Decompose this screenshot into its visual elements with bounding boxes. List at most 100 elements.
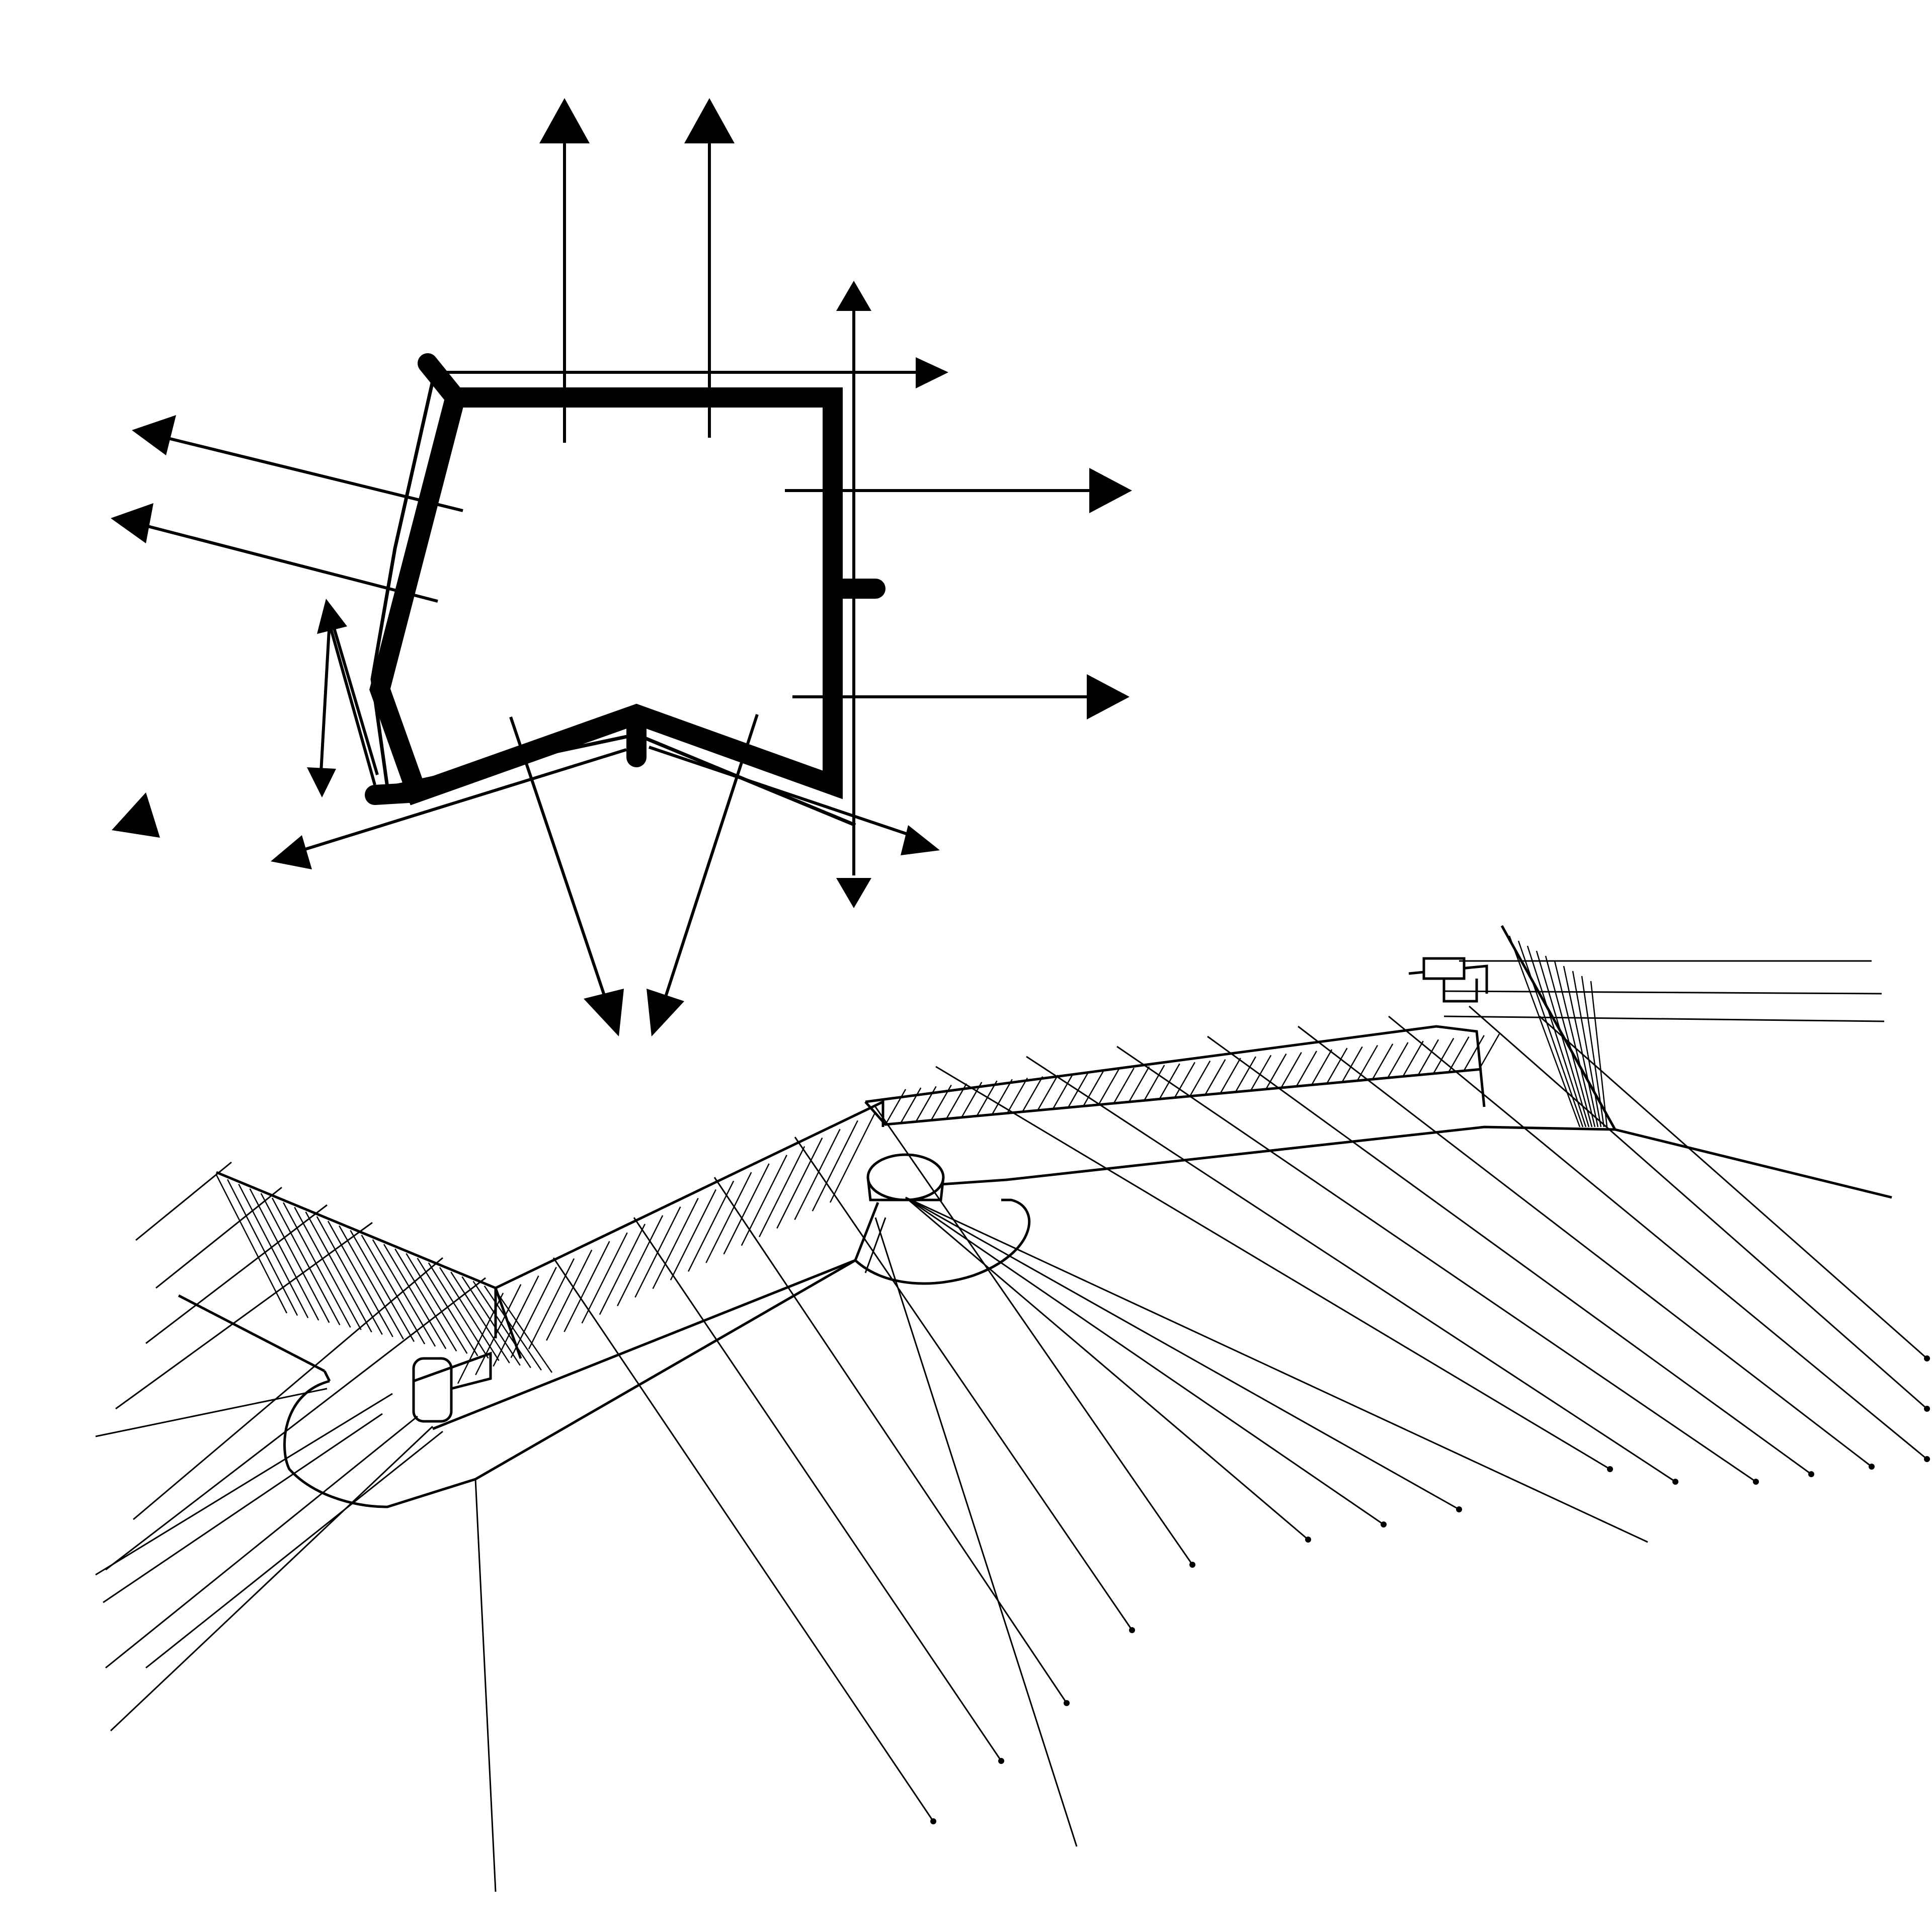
right-wall-base <box>933 1125 1616 1186</box>
firing-ray <box>1116 1045 1756 1483</box>
firing-ray <box>1298 1025 1872 1468</box>
hatch-middle <box>758 1146 806 1238</box>
hatch-right <box>1372 1043 1394 1080</box>
hatch-middle <box>705 1172 752 1263</box>
hatch-middle <box>723 1163 770 1255</box>
ray-end-dot <box>1753 1479 1759 1485</box>
hatch-right <box>1144 1065 1165 1101</box>
ray-end-dot <box>998 1758 1004 1764</box>
hatch-right <box>1326 1048 1348 1084</box>
hatch-left <box>461 1276 521 1366</box>
middle-wall-lower <box>432 1202 879 1430</box>
hatch-left <box>227 1179 298 1316</box>
ground-line-mid <box>474 1259 856 1481</box>
hatch-right <box>1387 1042 1409 1078</box>
plan-view-diagram <box>111 98 1132 1036</box>
left-ground-line <box>178 1294 326 1373</box>
wall-ridge-left <box>494 1287 522 1359</box>
hatch-right <box>1463 1035 1485 1071</box>
arrow-southeast <box>649 746 911 837</box>
arrow-north-1-head <box>539 98 590 143</box>
hatch-middle <box>493 1275 539 1367</box>
middle-tower <box>866 1153 945 1201</box>
hatch-right <box>1280 1052 1302 1088</box>
left-tower-top <box>413 1351 492 1390</box>
hatch-middle <box>776 1137 823 1229</box>
firing-ray <box>794 1137 1133 1631</box>
hatch-right <box>884 1089 907 1125</box>
hatch-left <box>271 1197 341 1326</box>
hatch-middle <box>652 1197 699 1289</box>
firing-ray <box>874 1217 1078 1847</box>
hatch-right <box>1448 1036 1470 1073</box>
ray-end-dot <box>1189 1562 1195 1568</box>
hatch-cliff <box>1554 960 1596 1128</box>
firing-ray <box>935 1066 1611 1470</box>
wall-hatching <box>215 935 1608 1384</box>
hatch-left <box>327 1221 393 1337</box>
firing-rays <box>95 960 1930 1892</box>
isometric-wall-view <box>95 925 1930 1892</box>
firing-ray <box>1388 1015 1927 1460</box>
firing-ray <box>115 1222 373 1410</box>
arrow-west-2 <box>145 524 438 603</box>
hatch-left <box>249 1188 319 1321</box>
hatch-left <box>361 1234 426 1344</box>
hatch-right <box>1341 1046 1363 1083</box>
hatch-right <box>1220 1058 1241 1094</box>
hatch-middle <box>617 1215 664 1307</box>
wall-stub-top-left <box>418 353 465 408</box>
hatch-left <box>439 1267 500 1361</box>
hatch-cliff <box>1536 950 1590 1128</box>
hatch-left <box>372 1239 436 1347</box>
hatch-right <box>1417 1039 1439 1075</box>
firing-ray <box>905 1196 1384 1525</box>
left-tower <box>412 1357 453 1423</box>
hatch-right <box>1433 1037 1455 1074</box>
hatch-right <box>1174 1062 1195 1098</box>
hatch-left <box>394 1248 457 1352</box>
ray-end-dot <box>1381 1521 1387 1527</box>
ray-end-dot <box>1869 1464 1875 1470</box>
outer-wall-line <box>370 369 856 827</box>
orientation-triangle <box>112 792 160 838</box>
hatch-right <box>1189 1060 1211 1097</box>
ray-end-dot <box>1129 1627 1135 1633</box>
hatch-right <box>1113 1068 1135 1104</box>
firing-ray <box>905 1196 1460 1510</box>
hatch-right <box>1402 1040 1424 1077</box>
middle-tower-base <box>866 1177 945 1201</box>
hatch-middle <box>670 1189 716 1280</box>
right-wall-ridge <box>864 1068 1482 1126</box>
firing-ray <box>105 1277 486 1571</box>
firing-ray <box>95 1393 393 1576</box>
hatch-middle <box>599 1224 646 1315</box>
firing-ray <box>1443 1015 1885 1022</box>
hatch-middle <box>794 1129 841 1220</box>
ray-end-dot <box>930 1818 936 1824</box>
middle-bastion-platform <box>854 1198 1030 1285</box>
hatch-middle <box>564 1241 610 1332</box>
arrow-top-east-head <box>916 357 948 388</box>
firing-ray <box>1207 1035 1812 1475</box>
firing-ray <box>905 1196 1309 1541</box>
hatch-cliff <box>1572 971 1602 1128</box>
hatch-left <box>428 1262 489 1359</box>
right-wall-top <box>865 1025 1486 1107</box>
hatch-right <box>991 1079 1013 1115</box>
arrow-southwest-head <box>271 835 312 869</box>
hatch-right <box>1204 1059 1226 1095</box>
arrow-diagonal-double <box>319 621 331 773</box>
right-tower-base <box>1442 979 1478 1003</box>
arrow-north-2-head <box>684 98 735 143</box>
hatch-right <box>1296 1051 1318 1087</box>
hatch-left <box>294 1206 362 1330</box>
hatch-right <box>1159 1063 1180 1099</box>
hatch-left <box>260 1193 330 1323</box>
arrow-southeast-head <box>901 825 940 855</box>
firing-ray <box>145 1204 328 1344</box>
hatch-right <box>976 1080 998 1116</box>
firing-ray <box>552 1257 934 1822</box>
